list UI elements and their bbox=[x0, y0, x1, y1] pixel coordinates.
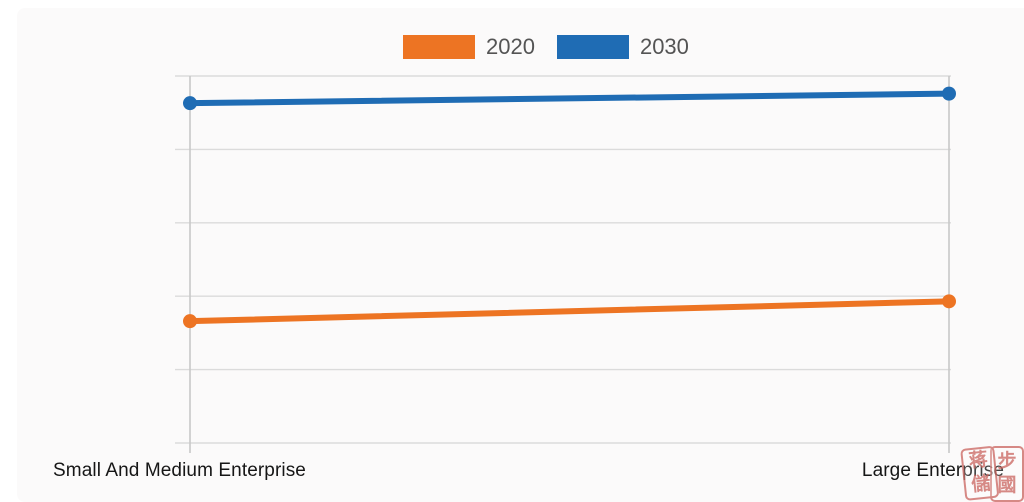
x-axis-label-large-enterprise: Large Enterprise bbox=[861, 460, 1004, 481]
legend-item-2020[interactable]: 2020 bbox=[403, 35, 535, 59]
seal-char: 蒋 bbox=[967, 448, 990, 473]
series-line-2020 bbox=[187, 298, 952, 325]
data-point-2030-1[interactable] bbox=[942, 86, 956, 101]
x-axis-label-sme: Small And Medium Enterprise bbox=[53, 460, 306, 481]
seal-char: 儲 bbox=[970, 472, 992, 497]
legend-label-2020: 2020 bbox=[486, 34, 535, 59]
watermark-seal-left: 蒋 儲 bbox=[960, 445, 1000, 501]
legend: 2020 2030 bbox=[403, 35, 689, 59]
watermark-seal-right: 步 國 bbox=[990, 446, 1024, 502]
data-point-2020-1[interactable] bbox=[942, 294, 956, 309]
chart-svg bbox=[175, 75, 956, 453]
seal-char: 步 bbox=[997, 450, 1017, 473]
data-point-2020-0[interactable] bbox=[183, 314, 197, 329]
legend-swatch-2030-icon bbox=[556, 35, 629, 59]
watermark-seal-stamp: 蒋 儲 步 國 bbox=[956, 445, 1024, 502]
data-point-2030-0[interactable] bbox=[183, 96, 197, 111]
legend-label-2030: 2030 bbox=[639, 34, 689, 59]
legend-item-2030[interactable]: 2030 bbox=[556, 34, 689, 59]
legend-swatch-2020-icon bbox=[403, 35, 475, 59]
seal-char: 國 bbox=[997, 474, 1017, 496]
series-line-2030 bbox=[187, 90, 952, 107]
chart-card: 2020 2030 Small And Medium Enterprise La… bbox=[17, 8, 1024, 502]
